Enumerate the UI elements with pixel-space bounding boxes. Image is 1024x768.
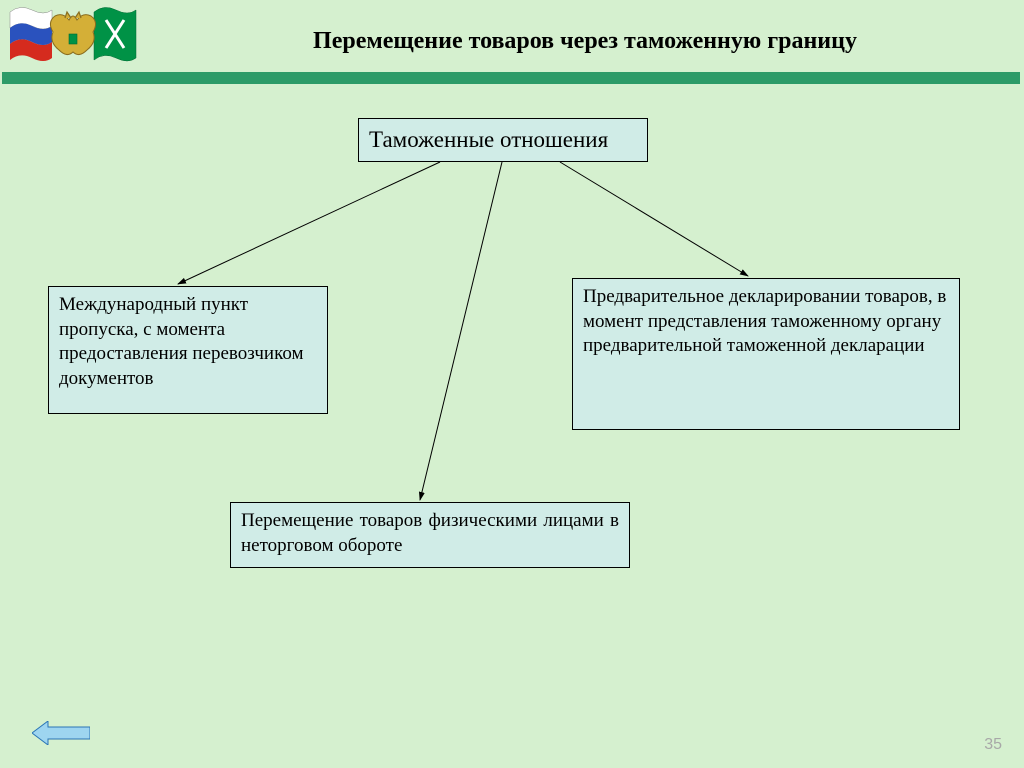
slide-title: Перемещение товаров через таможенную гра… xyxy=(180,28,990,55)
flag-emblem-icon xyxy=(8,4,138,70)
header-band xyxy=(2,72,1020,84)
node-right-text: Предварительное декларировании товаров, … xyxy=(583,286,946,356)
node-left: Международный пункт пропуска, с момента … xyxy=(48,286,328,414)
arrow-left-icon xyxy=(32,721,90,745)
node-bottom: Перемещение товаров физическими лицами в… xyxy=(230,502,630,568)
node-root: Таможенные отношения xyxy=(358,118,648,162)
slide: Перемещение товаров через таможенную гра… xyxy=(0,0,1024,768)
back-arrow-button[interactable] xyxy=(32,721,90,750)
node-right: Предварительное декларировании товаров, … xyxy=(572,278,960,430)
node-bottom-text: Перемещение товаров физическими лицами в… xyxy=(241,510,619,556)
emblem-flag xyxy=(8,4,138,70)
page-number: 35 xyxy=(984,736,1002,754)
node-root-text: Таможенные отношения xyxy=(369,127,608,152)
node-left-text: Международный пункт пропуска, с момента … xyxy=(59,294,304,389)
